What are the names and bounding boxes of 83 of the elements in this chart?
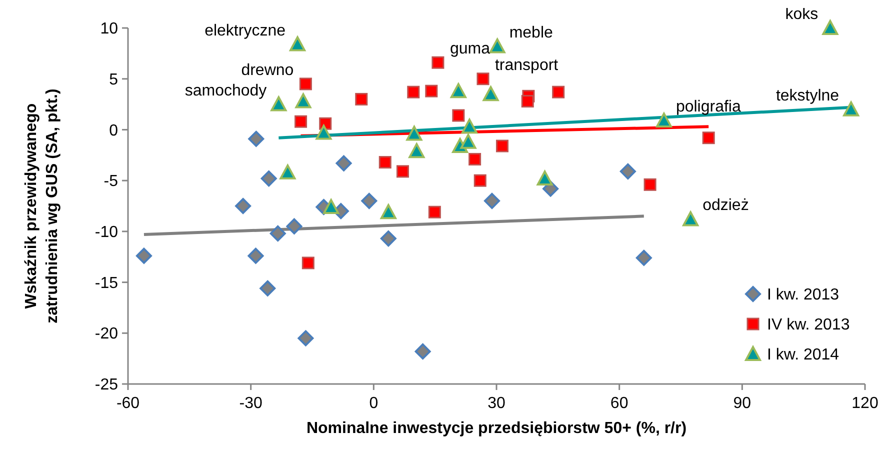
point (620, 163, 636, 180)
point (248, 130, 264, 147)
annotation: drewno (241, 62, 294, 79)
point (452, 109, 465, 122)
legend-label: IV kw. 2013 (767, 316, 850, 334)
x-tick-label: 90 (733, 395, 752, 412)
point (299, 78, 312, 90)
annotation: transport (494, 56, 559, 74)
y-tick-label: 5 (109, 71, 118, 88)
y-tick-label: -15 (94, 274, 118, 292)
point (822, 20, 838, 35)
point (656, 112, 672, 128)
y-tick-label: 0 (109, 122, 118, 140)
point (521, 94, 534, 108)
point (378, 156, 392, 169)
y-axis-title: Wskaźnik przewidywanego zatrudnienia wg GUS (SA, pkt.) (23, 88, 61, 324)
y-tick-label: 10 (100, 20, 118, 38)
x-tick-label: 60 (610, 395, 628, 412)
point (235, 198, 252, 214)
point (396, 165, 409, 178)
y-tick-label: -20 (94, 326, 118, 343)
annotation: meble (509, 24, 553, 42)
point (380, 204, 396, 220)
point (414, 343, 431, 360)
x-tick-label: 120 (852, 395, 878, 412)
point (286, 218, 302, 234)
x-tick-label: 0 (369, 395, 378, 412)
point (460, 134, 476, 149)
point (636, 250, 652, 266)
point (407, 86, 420, 98)
point (489, 38, 506, 54)
point (536, 170, 553, 186)
y-tick-label: -25 (94, 376, 118, 394)
x-tick-label: -30 (239, 395, 262, 412)
point (136, 248, 152, 264)
point (323, 199, 340, 214)
point (468, 152, 482, 166)
point (450, 83, 466, 98)
point (432, 56, 444, 69)
annotation: guma (450, 40, 490, 58)
annotation: poligrafia (676, 98, 741, 116)
y-tick-label: -5 (104, 173, 118, 190)
point (843, 101, 860, 116)
legend-label: I kw. 2013 (767, 286, 840, 304)
point (380, 230, 396, 247)
x-tick-label: -60 (116, 395, 140, 412)
point (552, 86, 565, 98)
annotation: samochody (184, 82, 267, 100)
point (248, 248, 264, 264)
point (461, 118, 478, 134)
point (428, 206, 441, 218)
x-axis-title: Nominalne inwestycje przedsiębiorstw 50+ (%, r/r) (306, 420, 687, 437)
annotation: tekstylne (776, 87, 840, 104)
point (682, 211, 699, 226)
point (644, 178, 656, 191)
point (476, 72, 490, 86)
point (484, 192, 500, 209)
point (280, 164, 296, 180)
point (270, 225, 286, 242)
point (260, 280, 276, 296)
point (702, 132, 715, 144)
point (336, 155, 352, 172)
point (482, 86, 499, 102)
x-tick-label: 30 (488, 395, 506, 412)
point (355, 92, 368, 106)
point (302, 256, 314, 270)
point (474, 174, 486, 187)
point (298, 330, 314, 346)
point (270, 96, 287, 112)
point (361, 192, 378, 209)
point (295, 93, 312, 108)
point (408, 143, 425, 158)
annotation: elektryczne (204, 22, 286, 40)
point (294, 115, 308, 128)
point (260, 170, 277, 187)
point (290, 36, 306, 52)
point (425, 84, 438, 98)
point (406, 126, 422, 141)
annotation: odzież (702, 197, 749, 214)
legend-label: I kw. 2014 (767, 346, 840, 364)
point (316, 124, 332, 140)
y-tick-label: -10 (94, 224, 118, 242)
point (496, 140, 508, 152)
